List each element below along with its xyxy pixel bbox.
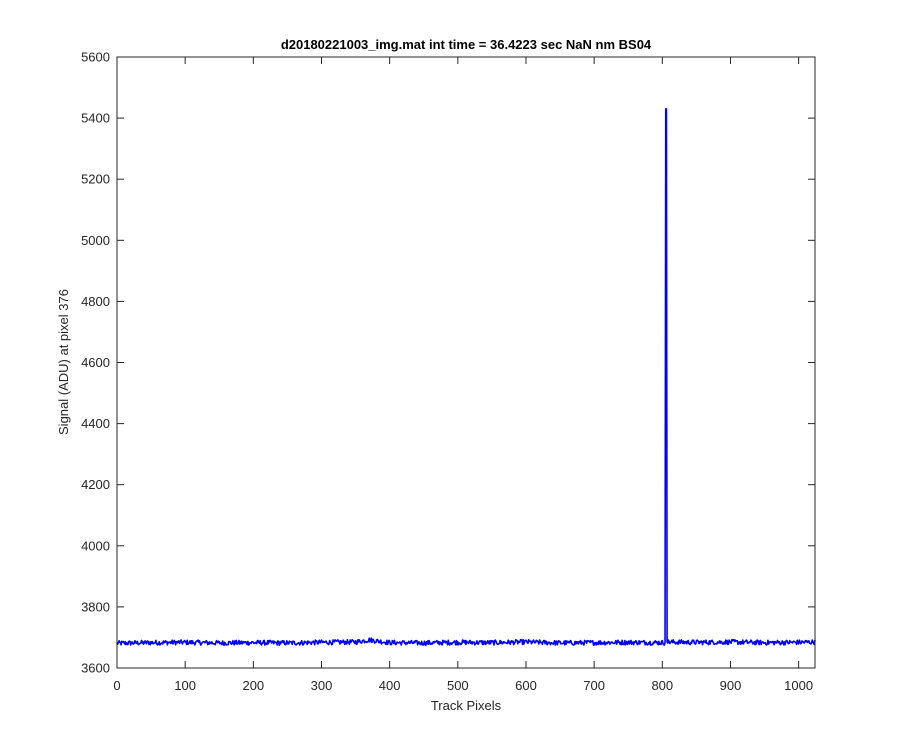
x-tick-label: 400 — [379, 678, 401, 693]
x-tick-label: 600 — [515, 678, 537, 693]
y-tick-label: 3800 — [81, 599, 110, 614]
y-axis-ticks: 3600 3800 4000 4200 4400 4600 4800 5000 5200 5400… — [81, 50, 815, 676]
y-tick-label: 5200 — [81, 172, 110, 187]
chart-title: d20180221003_img.mat int time = 36.4223 … — [281, 37, 652, 52]
y-tick-label: 4200 — [81, 477, 110, 492]
x-tick-label: 1000 — [784, 678, 813, 693]
y-tick-label: 4000 — [81, 538, 110, 553]
x-tick-label: 700 — [583, 678, 605, 693]
y-tick-label: 5600 — [81, 50, 110, 65]
y-tick-label: 5000 — [81, 233, 110, 248]
x-tick-label: 200 — [242, 678, 264, 693]
y-tick-label: 3600 — [81, 661, 110, 676]
y-tick-label: 4400 — [81, 416, 110, 431]
y-tick-label: 4600 — [81, 355, 110, 370]
x-tick-label: 500 — [447, 678, 469, 693]
x-tick-label: 100 — [174, 678, 196, 693]
x-tick-label: 800 — [651, 678, 673, 693]
x-tick-label: 0 — [113, 678, 120, 693]
y-axis-label: Signal (ADU) at pixel 376 — [56, 289, 71, 435]
series-layer — [116, 108, 816, 647]
y-tick-label: 5400 — [81, 111, 110, 126]
y-tick-label: 4800 — [81, 294, 110, 309]
x-axis-ticks: 0 100 200 300 400 500 600 700 800 900 1000 — [113, 57, 813, 693]
plot-area — [117, 57, 815, 668]
x-tick-label: 900 — [720, 678, 742, 693]
signal-series-line — [116, 108, 816, 647]
x-tick-label: 300 — [311, 678, 333, 693]
x-axis-label: Track Pixels — [431, 698, 502, 713]
